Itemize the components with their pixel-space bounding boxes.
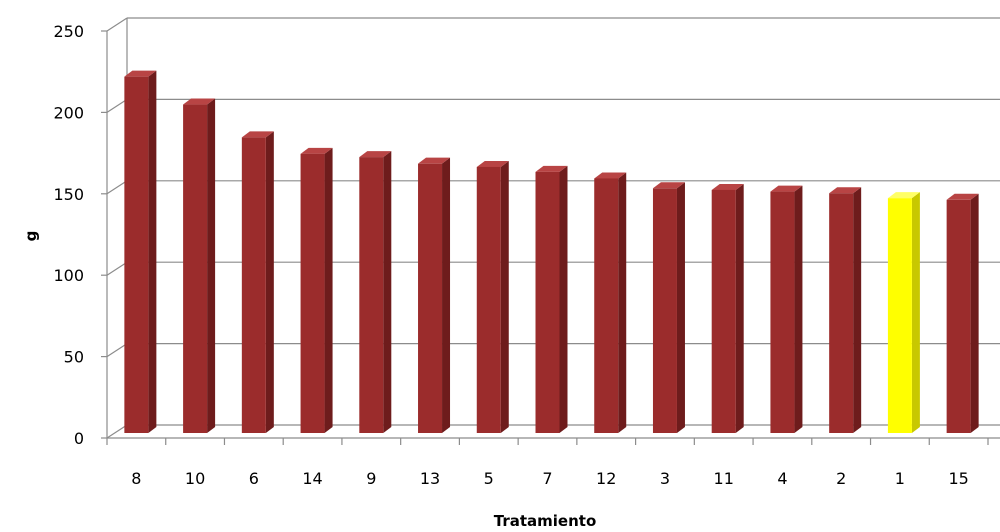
bar-1 [887,192,920,433]
grid-connector [106,424,128,439]
y-tick-label: 150 [53,185,84,204]
y-tick-labels: 0 50 100 150 200 250 [53,22,84,448]
bar-side-face [324,147,333,433]
bar-11 [711,183,744,433]
bar-top-face [711,183,744,190]
bar-top-face [418,157,451,164]
x-tick-label: 2 [836,469,846,488]
y-axis-title: g [22,231,40,242]
bar-8 [124,70,157,433]
bar-side-face [383,151,392,433]
bar-front-face [359,157,384,433]
bar-top-face [476,160,509,167]
bar-top-face [946,193,979,200]
bar-side-face [618,172,627,433]
bar-front-face [594,178,619,433]
bar-front-face [770,191,795,433]
bar-top-face [535,165,568,172]
bar-side-face [794,185,803,433]
grid-connector [106,17,128,32]
bar-top-face [241,131,274,138]
bar-front-face [124,76,149,433]
y-tick-label: 250 [53,22,84,41]
bar-front-face [887,198,912,433]
bar-front-face [535,171,560,434]
bar-side-face [735,183,744,433]
bar-side-face [500,160,509,433]
bar-12 [594,172,627,433]
bar-9 [359,151,392,433]
bar-front-face [652,188,677,433]
x-tick-label: 15 [948,469,968,488]
bar-top-face [183,98,216,105]
grid-connector [106,98,128,113]
bar-4 [770,185,803,433]
bar-side-face [970,193,979,433]
bar-side-face [442,157,451,433]
x-tick-labels: 8 10 6 14 9 13 5 7 12 3 11 4 2 1 15 [131,469,969,488]
x-tick-label: 3 [660,469,670,488]
y-tick-label: 50 [64,348,84,367]
x-tick-label: 14 [302,469,322,488]
bar-10 [183,98,216,433]
bar-side-face [148,70,157,433]
x-tick-label: 11 [714,469,734,488]
bar-13 [418,157,451,433]
bar-top-face [300,147,333,154]
bar-top-face [770,185,803,192]
bar-front-face [711,189,736,433]
grid-connector [106,261,128,276]
bar-side-face [559,165,568,434]
x-tick-label: 13 [420,469,440,488]
bar-6 [241,131,274,433]
grid-connector [106,180,128,195]
x-tick-label: 1 [895,469,905,488]
x-tick-label: 4 [777,469,787,488]
bar-side-face [911,192,920,433]
bar-front-face [418,163,443,433]
bar-5 [476,160,509,433]
bar-top-face [594,172,627,179]
bar-top-face [887,192,920,199]
grid-connector [106,343,128,358]
x-tick-label: 9 [366,469,376,488]
bar-side-face [676,182,685,433]
bar-side-face [853,187,862,433]
bar-front-face [183,104,208,433]
x-axis-title: Tratamiento [494,512,597,530]
x-tick-label: 5 [484,469,494,488]
bar-15 [946,193,979,433]
x-tick-label: 8 [131,469,141,488]
x-tick-label: 12 [596,469,616,488]
bar-front-face [829,193,854,433]
bar-14 [300,147,333,433]
bar-front-face [946,199,971,433]
bar-top-face [124,70,157,77]
bar-side-face [207,98,216,433]
bar-2 [829,187,862,433]
y-tick-label: 0 [74,429,84,448]
bar-top-face [359,151,392,158]
x-tick-label: 10 [185,469,205,488]
bar-top-face [652,182,685,189]
bar-front-face [300,153,325,433]
bar-7 [535,165,568,434]
x-tick-label: 6 [249,469,259,488]
bar-front-face [241,137,266,433]
bar-front-face [476,166,501,433]
bar-top-face [829,187,862,194]
x-tick-label: 7 [542,469,552,488]
bars [124,70,979,434]
y-tick-label: 100 [53,266,84,285]
y-tick-label: 200 [53,103,84,122]
bar-3 [652,182,685,433]
bar-side-face [265,131,274,433]
